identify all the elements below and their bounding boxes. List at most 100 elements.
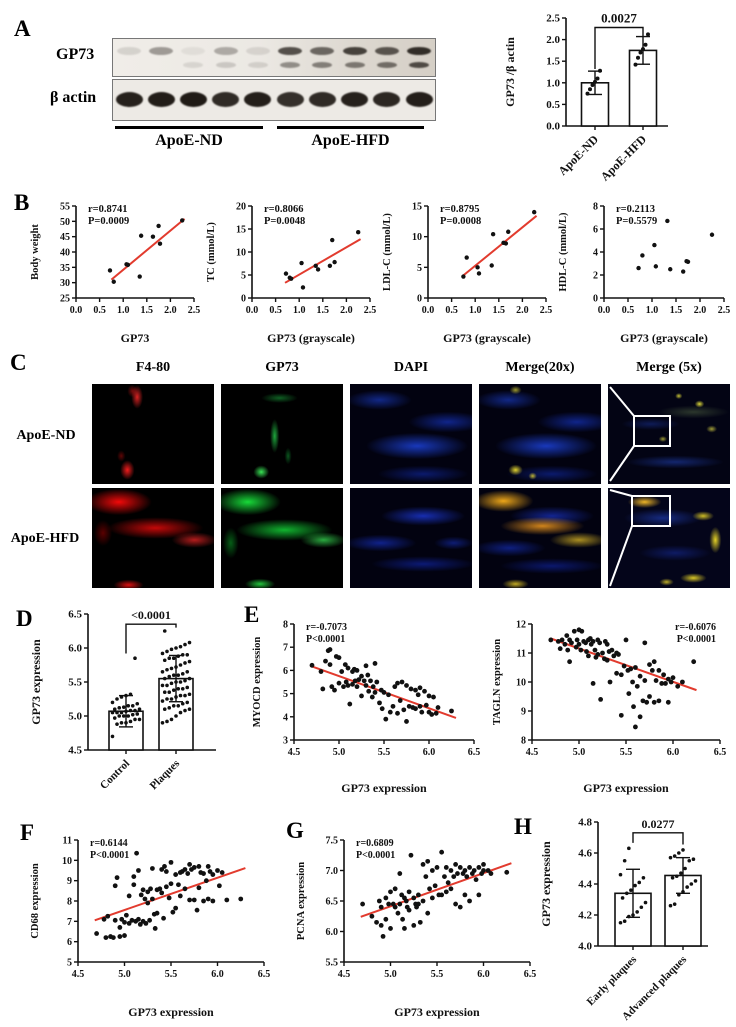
group-label-nd: ApoE-ND [155,132,223,149]
svg-text:GP73 expression: GP73 expression [128,1005,214,1019]
svg-text:4.5: 4.5 [526,747,539,758]
svg-text:7.5: 7.5 [326,836,339,847]
svg-text:P<0.0001: P<0.0001 [306,634,345,645]
svg-text:1.5: 1.5 [141,305,154,316]
svg-text:10: 10 [516,678,526,689]
svg-text:7: 7 [67,917,72,928]
svg-text:2: 2 [593,271,598,282]
svg-text:10: 10 [236,248,246,259]
svg-text:25: 25 [60,294,70,305]
svg-text:5.5: 5.5 [620,747,633,758]
svg-text:0.0: 0.0 [246,305,259,316]
svg-text:5: 5 [417,263,422,274]
svg-text:4.5: 4.5 [288,747,301,758]
svg-text:11: 11 [63,836,72,847]
svg-text:TAGLN expression: TAGLN expression [492,639,503,725]
panel-h-bar-chart: 4.0 4.2 4.4 4.6 4.8 GP73 expression Early plaq… [536,806,736,1027]
svg-text:5: 5 [67,958,72,969]
svg-text:P<0.0001: P<0.0001 [90,850,129,861]
svg-text:6.0: 6.0 [477,969,490,980]
svg-text:8: 8 [67,897,72,908]
svg-text:GP73 expression: GP73 expression [539,841,553,927]
svg-text:6: 6 [67,937,72,948]
svg-text:10: 10 [62,856,72,867]
svg-text:0.5: 0.5 [622,305,635,316]
svg-text:6.5: 6.5 [714,747,727,758]
svg-text:6.5: 6.5 [326,897,339,908]
if-image-nd-merge20x [479,384,601,484]
svg-text:2.0: 2.0 [546,34,560,46]
svg-text:7: 7 [283,643,288,654]
svg-text:0.0027: 0.0027 [601,11,637,26]
svg-text:Body weight: Body weight [30,224,41,280]
svg-text:0: 0 [417,294,422,305]
svg-text:6.0: 6.0 [667,747,680,758]
svg-text:GP73 expression: GP73 expression [394,1005,480,1019]
svg-text:11: 11 [517,649,526,660]
svg-text:r=0.2113: r=0.2113 [616,204,655,215]
svg-text:10: 10 [412,232,422,243]
panel-b-bodyweight-plot: 25 30 35 40 45 50 55 0.0 0.5 1.0 1.5 2.0 2.5 GP73 Body… [26,186,202,351]
col-header-dapi: DAPI [393,360,429,375]
svg-text:r=0.8066: r=0.8066 [264,204,304,215]
svg-text:5: 5 [241,271,246,282]
svg-text:6.5: 6.5 [524,969,537,980]
svg-text:GP73 (grayscale): GP73 (grayscale) [267,331,355,345]
svg-text:0.0: 0.0 [598,305,611,316]
svg-text:0.0: 0.0 [70,305,83,316]
svg-text:50: 50 [60,217,70,228]
western-blot-gp73 [112,38,436,77]
svg-text:GP73 expression: GP73 expression [341,781,427,795]
col-header-f4-80: F4-80 [135,360,171,375]
svg-text:2.5: 2.5 [718,305,731,316]
svg-text:0.0: 0.0 [546,121,560,133]
panel-a-letter: A [14,16,31,41]
svg-text:1.5: 1.5 [317,305,330,316]
svg-text:ApoE-ND: ApoE-ND [555,132,601,178]
svg-text:GP73 (grayscale): GP73 (grayscale) [620,331,708,345]
svg-text:5: 5 [283,689,288,700]
svg-text:P<0.0001: P<0.0001 [356,850,395,861]
svg-text:TC (mmol/L): TC (mmol/L) [206,222,217,282]
svg-text:Control: Control [98,758,132,792]
panel-e-tagln-plot: 8 9 10 11 12 4.5 5.0 5.5 6.0 6.5 GP73 expression TA… [488,600,734,801]
svg-text:4.2: 4.2 [578,910,592,922]
svg-text:9: 9 [521,707,526,718]
svg-text:CD68 expression: CD68 expression [30,863,41,939]
svg-text:6: 6 [593,225,598,236]
svg-text:8: 8 [283,620,288,631]
svg-text:1.0: 1.0 [293,305,306,316]
inset-zoom-box-nd [609,386,671,482]
svg-text:5.5: 5.5 [68,677,82,689]
panel-g-letter: G [286,818,304,843]
svg-text:5.0: 5.0 [384,969,397,980]
row-label-apoe-hfd: ApoE-HFD [10,531,80,546]
svg-text:0.5: 0.5 [445,305,458,316]
svg-text:5.0: 5.0 [68,711,82,723]
svg-text:r=0.8795: r=0.8795 [440,204,480,215]
svg-text:2.0: 2.0 [164,305,177,316]
panel-d-bar-chart: 4.5 5.0 5.5 6.0 6.5 GP73 expression Control Pla… [26,598,236,807]
svg-text:r=-0.7073: r=-0.7073 [306,622,347,633]
svg-text:P<0.0001: P<0.0001 [677,634,716,645]
inset-zoom-box-hfd [609,489,671,587]
svg-text:0.5: 0.5 [93,305,106,316]
group-underline-hfd [277,126,424,129]
svg-text:40: 40 [60,248,70,259]
group-underline-nd [115,126,263,129]
panel-b-tc-plot: 0 5 10 15 20 0.0 0.5 1.0 1.5 2.0 2.5 GP73 (grayscal… [202,186,378,351]
col-header-merge20: Merge(20x) [505,360,575,375]
svg-text:5.5: 5.5 [326,958,339,969]
svg-text:2.5: 2.5 [364,305,377,316]
svg-text:GP73 expression: GP73 expression [583,781,669,795]
svg-text:2.5: 2.5 [540,305,553,316]
svg-text:1.5: 1.5 [493,305,506,316]
svg-text:4: 4 [283,712,288,723]
svg-text:0.5: 0.5 [269,305,282,316]
svg-text:20: 20 [236,202,246,213]
svg-text:3: 3 [283,736,288,747]
if-image-nd-merge5x [608,384,730,484]
panel-b-letter: B [14,190,30,215]
svg-text:6.5: 6.5 [68,609,82,621]
svg-text:ApoE-HFD: ApoE-HFD [598,132,650,184]
